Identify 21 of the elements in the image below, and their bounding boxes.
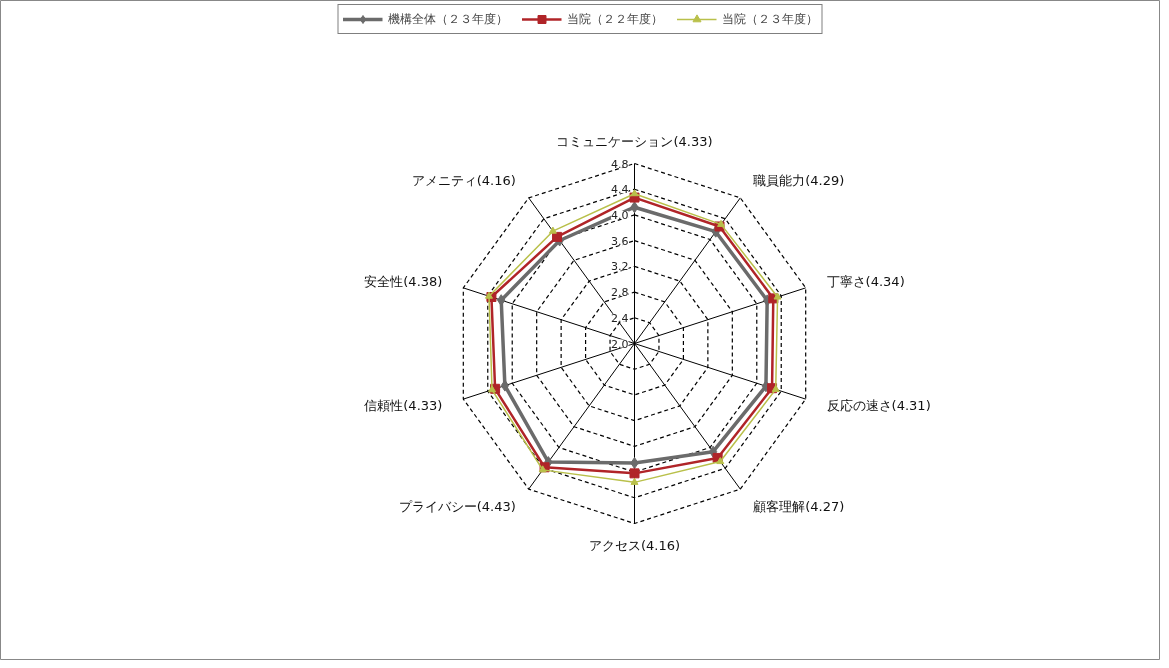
spoke-label: プライバシー(4.43) bbox=[398, 499, 516, 515]
y-tick-label: 3.6 bbox=[611, 234, 629, 248]
y-tick-label: 2.8 bbox=[611, 286, 629, 300]
y-tick-label: 4.8 bbox=[611, 157, 629, 171]
y-tick-label: 4.0 bbox=[611, 208, 629, 222]
y-tick-label: 2.0 bbox=[611, 337, 629, 351]
spoke-label: 安全性(4.38) bbox=[364, 273, 443, 289]
y-tick-label: 2.4 bbox=[611, 311, 629, 325]
y-tick-label: 3.2 bbox=[611, 260, 629, 274]
spoke-label: 信頼性(4.33) bbox=[364, 398, 443, 414]
spoke-label: アメニティ(4.16) bbox=[411, 172, 516, 188]
y-tick-label: 4.4 bbox=[611, 183, 629, 197]
spoke-label: 反応の速さ(4.31) bbox=[826, 398, 931, 414]
legend-label: 機構全体（２３年度） bbox=[387, 10, 508, 28]
legend-label: 当院（２２年度） bbox=[566, 10, 663, 28]
spoke-label: コミュニケーション(4.33) bbox=[556, 134, 713, 149]
legend-label: 当院（２３年度） bbox=[721, 10, 818, 28]
spoke-label: 丁寧さ(4.34) bbox=[826, 273, 905, 289]
spoke-label: アクセス(4.16) bbox=[588, 538, 681, 553]
spoke-label: 職員能力(4.29) bbox=[753, 172, 845, 188]
spoke-label: 顧客理解(4.27) bbox=[753, 499, 845, 515]
